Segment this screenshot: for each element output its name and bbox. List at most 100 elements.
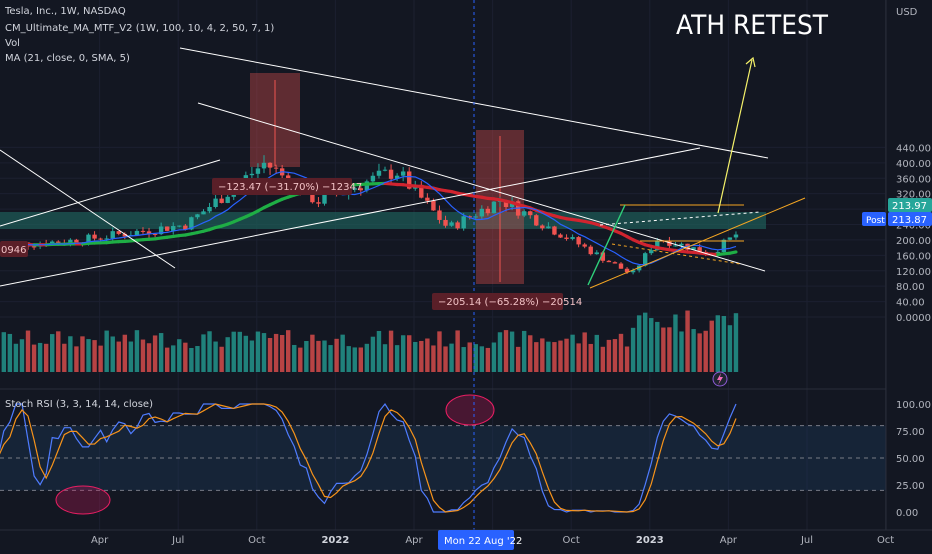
rsi-tick-label: 50.00: [896, 454, 925, 465]
volume-bar: [92, 340, 96, 372]
candle-body: [207, 207, 211, 211]
candle-body: [534, 215, 538, 225]
volume-bar: [552, 342, 556, 372]
candle-body: [383, 170, 387, 171]
volume-bar: [728, 325, 732, 372]
candle-body: [734, 235, 738, 238]
candle-body: [528, 211, 532, 215]
volume-bar: [262, 333, 266, 372]
indicator-vol-label[interactable]: Vol: [5, 38, 20, 49]
price-tick-label: 400.00: [896, 159, 931, 170]
volume-bar: [159, 333, 163, 372]
candle-body: [480, 209, 484, 217]
volume-bar: [431, 345, 435, 372]
volume-bar: [679, 331, 683, 372]
ath-retest-annotation[interactable]: ATH RETEST: [676, 10, 828, 41]
volume-bar: [625, 346, 629, 372]
volume-bar: [691, 329, 695, 372]
volume-bar: [582, 332, 586, 372]
price-tick-label: 360.00: [896, 174, 931, 185]
currency-label: USD: [896, 7, 918, 18]
volume-bar: [328, 345, 332, 372]
candle-body: [461, 216, 465, 228]
candle-body: [443, 220, 447, 226]
volume-bar: [395, 345, 399, 372]
volume-bar: [117, 342, 121, 372]
volume-bar: [201, 334, 205, 372]
volume-bar: [298, 348, 302, 372]
volume-bar: [80, 336, 84, 372]
volume-bar: [353, 347, 357, 372]
candle-body: [177, 226, 181, 227]
candle-body: [455, 222, 459, 228]
crosshair-date-label: Mon 22 Aug '22: [444, 536, 522, 547]
candle-body: [377, 171, 381, 176]
volume-bar: [637, 315, 641, 372]
volume-bar: [340, 335, 344, 372]
volume-bar: [480, 346, 484, 372]
price-tick-label: 40.00: [896, 298, 925, 309]
volume-bar: [250, 341, 254, 372]
volume-bar: [468, 342, 472, 372]
symbol-title[interactable]: Tesla, Inc., 1W, NASDAQ: [4, 6, 126, 17]
volume-bar: [310, 335, 314, 372]
candle-body: [213, 199, 217, 207]
time-axis-label: Jul: [800, 535, 813, 546]
candle-body: [274, 168, 278, 169]
volume-bar: [213, 342, 217, 372]
volume-bar: [383, 344, 387, 372]
candle-body: [195, 214, 199, 217]
rsi-highlight-oversold: [56, 486, 110, 514]
volume-bar: [256, 332, 260, 372]
stoch-rsi-title[interactable]: Stoch RSI (3, 3, 14, 14, close): [5, 399, 153, 410]
candle-body: [576, 237, 580, 244]
left-price-label: 0946: [1, 245, 26, 256]
volume-bar: [141, 340, 145, 372]
volume-bar: [268, 338, 272, 372]
volume-bar: [649, 318, 653, 372]
volume-bar: [401, 335, 405, 372]
volume-bar: [619, 334, 623, 372]
volume-bar: [413, 342, 417, 372]
volume-bar: [50, 334, 54, 372]
candle-body: [135, 231, 139, 235]
volume-bar: [20, 339, 24, 372]
candle-body: [111, 231, 115, 238]
candle-body: [607, 261, 611, 262]
post-badge-label: Post: [866, 216, 885, 226]
candle-body: [225, 197, 229, 203]
volume-bar: [685, 311, 689, 372]
candle-body: [425, 198, 429, 201]
volume-bar: [716, 315, 720, 372]
candle-body: [540, 225, 544, 228]
volume-bar: [219, 347, 223, 372]
volume-bar: [570, 335, 574, 372]
volume-bar: [661, 328, 665, 372]
volume-bar: [123, 335, 127, 372]
measure-label-1: −123.47 (−31.70%) −12347: [218, 182, 362, 193]
candle-body: [728, 237, 732, 239]
volume-bar: [528, 335, 532, 372]
volume-bar: [153, 335, 157, 372]
indicator-ma-label[interactable]: CM_Ultimate_MA_MTF_V2 (1W, 100, 10, 4, 2…: [5, 23, 274, 34]
volume-bar: [510, 332, 514, 372]
volume-bar: [280, 335, 284, 372]
volume-bar: [455, 330, 459, 372]
volume-bar: [244, 336, 248, 372]
indicator-sma-label[interactable]: MA (21, close, 0, SMA, 5): [5, 53, 130, 64]
volume-bar: [631, 328, 635, 372]
candle-body: [595, 252, 599, 254]
candle-body: [92, 235, 96, 239]
volume-bar: [371, 337, 375, 372]
candle-body: [437, 210, 441, 220]
volume-bar: [589, 344, 593, 372]
candle-body: [56, 242, 60, 243]
candle-body: [722, 240, 726, 252]
candle-body: [546, 226, 550, 228]
candle-body: [316, 202, 320, 203]
volume-bar: [334, 339, 338, 372]
candle-body: [98, 239, 102, 240]
candle-body: [32, 246, 36, 247]
volume-bar: [98, 346, 102, 372]
